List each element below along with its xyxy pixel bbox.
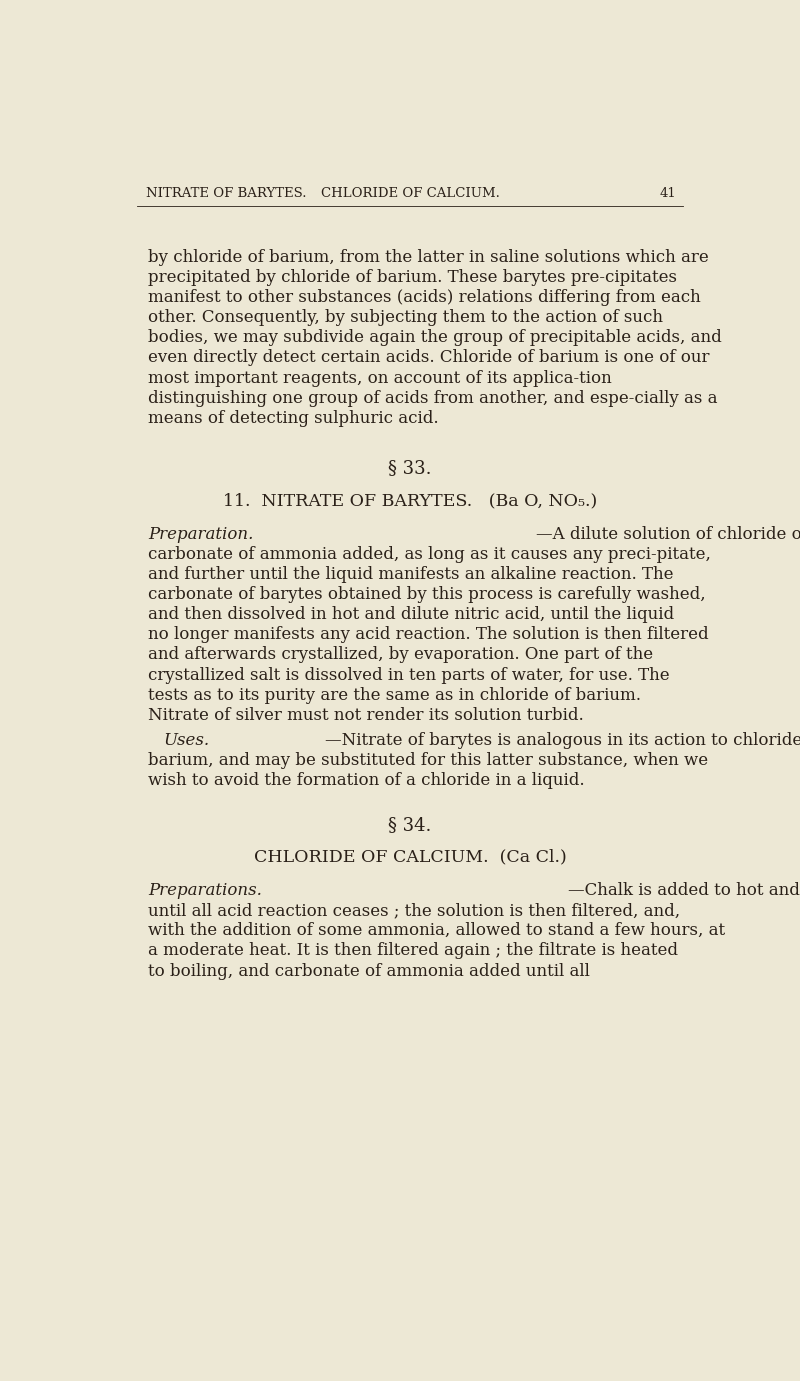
Text: —Chalk is added to hot and dilute hydrochloric acid,: —Chalk is added to hot and dilute hydroc… (568, 882, 800, 899)
Text: Uses.: Uses. (163, 732, 210, 749)
Text: until all acid reaction ceases ; the solution is then filtered, and,: until all acid reaction ceases ; the sol… (148, 902, 680, 920)
Text: a moderate heat. It is then filtered again ; the filtrate is heated: a moderate heat. It is then filtered aga… (148, 942, 678, 960)
Text: even directly detect certain acids. Chloride of barium is one of our: even directly detect certain acids. Chlo… (148, 349, 710, 366)
Text: with the addition of some ammonia, allowed to stand a few hours, at: with the addition of some ammonia, allow… (148, 923, 725, 939)
Text: CHLORIDE OF CALCIUM.  (Ca Cl.): CHLORIDE OF CALCIUM. (Ca Cl.) (254, 848, 566, 866)
Text: no longer manifests any acid reaction. The solution is then filtered: no longer manifests any acid reaction. T… (148, 626, 709, 644)
Text: —A dilute solution of chloride of barium is boiled, and: —A dilute solution of chloride of barium… (536, 526, 800, 543)
Text: means of detecting sulphuric acid.: means of detecting sulphuric acid. (148, 410, 438, 427)
Text: and then dissolved in hot and dilute nitric acid, until the liquid: and then dissolved in hot and dilute nit… (148, 606, 674, 623)
Text: distinguishing one group of acids from another, and espe-cially as a: distinguishing one group of acids from a… (148, 389, 718, 406)
Text: § 34.: § 34. (388, 816, 432, 834)
Text: most important reagents, on account of its applica-tion: most important reagents, on account of i… (148, 370, 612, 387)
Text: precipitated by chloride of barium. These barytes pre-cipitates: precipitated by chloride of barium. Thes… (148, 269, 677, 286)
Text: barium, and may be substituted for this latter substance, when we: barium, and may be substituted for this … (148, 753, 708, 769)
Text: other. Consequently, by subjecting them to the action of such: other. Consequently, by subjecting them … (148, 309, 663, 326)
Text: carbonate of ammonia added, as long as it causes any preci-pitate,: carbonate of ammonia added, as long as i… (148, 545, 711, 562)
Text: 11.  NITRATE OF BARYTES.   (Ba O, NO₅.): 11. NITRATE OF BARYTES. (Ba O, NO₅.) (223, 492, 597, 510)
Text: crystallized salt is dissolved in ten parts of water, for use. The: crystallized salt is dissolved in ten pa… (148, 667, 670, 684)
Text: 41: 41 (660, 186, 677, 200)
Text: tests as to its purity are the same as in chloride of barium.: tests as to its purity are the same as i… (148, 686, 641, 704)
Text: wish to avoid the formation of a chloride in a liquid.: wish to avoid the formation of a chlorid… (148, 772, 585, 790)
Text: Preparation.: Preparation. (148, 526, 254, 543)
Text: —Nitrate of barytes is analogous in its action to chloride of: —Nitrate of barytes is analogous in its … (325, 732, 800, 749)
Text: by chloride of barium, from the latter in saline solutions which are: by chloride of barium, from the latter i… (148, 249, 709, 265)
Text: CHLORIDE OF CALCIUM.: CHLORIDE OF CALCIUM. (321, 186, 499, 200)
Text: carbonate of barytes obtained by this process is carefully washed,: carbonate of barytes obtained by this pr… (148, 586, 706, 603)
Text: to boiling, and carbonate of ammonia added until all: to boiling, and carbonate of ammonia add… (148, 963, 590, 979)
Text: bodies, we may subdivide again the group of precipitable acids, and: bodies, we may subdivide again the group… (148, 329, 722, 347)
Text: NITRATE OF BARYTES.: NITRATE OF BARYTES. (146, 186, 307, 200)
Text: manifest to other substances (acids) relations differing from each: manifest to other substances (acids) rel… (148, 289, 701, 307)
Text: § 33.: § 33. (388, 460, 432, 478)
Text: and further until the liquid manifests an alkaline reaction. The: and further until the liquid manifests a… (148, 566, 674, 583)
Text: Preparations.: Preparations. (148, 882, 262, 899)
Text: and afterwards crystallized, by evaporation. One part of the: and afterwards crystallized, by evaporat… (148, 646, 653, 663)
Text: Nitrate of silver must not render its solution turbid.: Nitrate of silver must not render its so… (148, 707, 584, 724)
